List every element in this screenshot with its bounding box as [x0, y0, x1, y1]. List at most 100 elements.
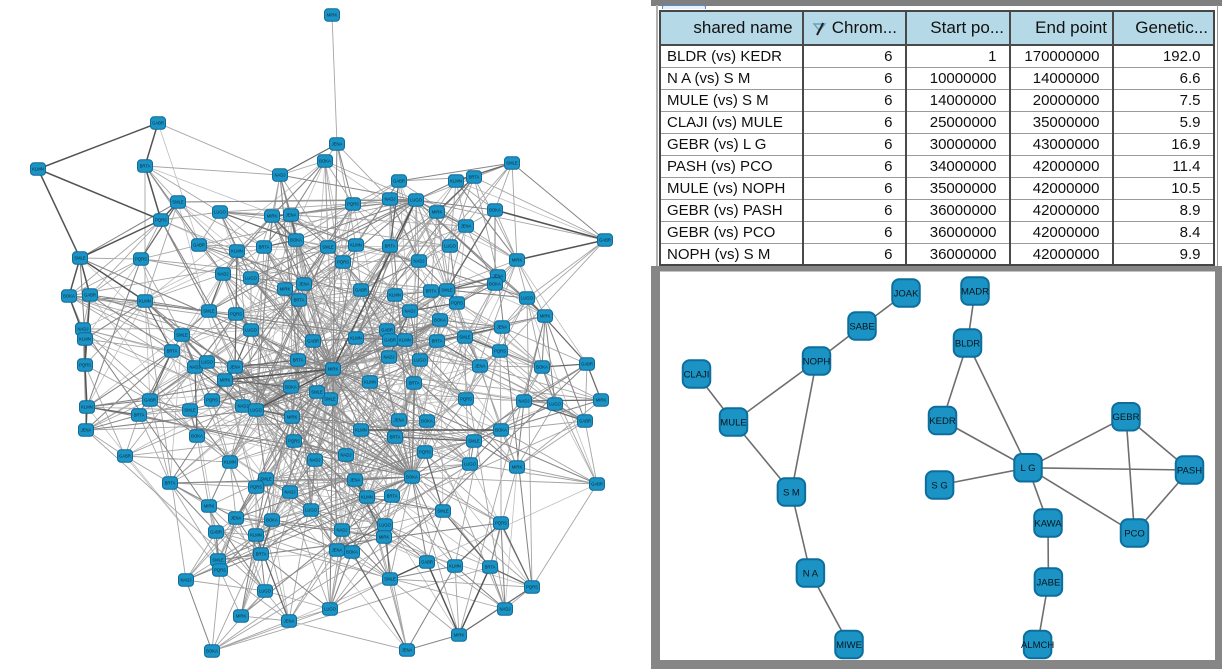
svg-text:GABR: GABR	[193, 243, 205, 248]
svg-text:LUGO: LUGO	[444, 244, 457, 249]
svg-text:PQRS: PQRS	[250, 485, 262, 490]
svg-text:NADJ: NADJ	[500, 607, 511, 612]
svg-text:KLMN: KLMN	[355, 428, 367, 433]
svg-text:SMLE: SMLE	[324, 397, 336, 402]
svg-text:PQRS: PQRS	[495, 521, 507, 526]
svg-text:BRTA: BRTA	[432, 339, 443, 344]
svg-text:N A: N A	[803, 568, 819, 579]
svg-text:SMLE: SMLE	[176, 333, 188, 338]
svg-text:GABR: GABR	[381, 328, 393, 333]
svg-text:BRTA: BRTA	[485, 565, 496, 570]
svg-text:KLMN: KLMN	[361, 495, 373, 500]
svg-text:BOKA: BOKA	[495, 428, 507, 433]
svg-text:SMLE: SMLE	[212, 558, 224, 563]
svg-text:BRTA: BRTA	[140, 164, 151, 169]
svg-text:MIRK: MIRK	[432, 210, 443, 215]
svg-text:PQRS: PQRS	[337, 260, 349, 265]
svg-text:SMLE: SMLE	[322, 245, 334, 250]
svg-text:SMLE: SMLE	[203, 309, 215, 314]
svg-text:PASH: PASH	[1177, 465, 1202, 476]
svg-text:GABR: GABR	[591, 482, 603, 487]
svg-text:BRTA: BRTA	[469, 175, 480, 180]
svg-text:LUGO: LUGO	[549, 402, 562, 407]
svg-text:LUGO: LUGO	[464, 462, 477, 467]
svg-text:GABR: GABR	[144, 398, 156, 403]
svg-text:NADJ: NADJ	[405, 309, 416, 314]
svg-text:MIRK: MIRK	[512, 465, 523, 470]
svg-text:LUGO: LUGO	[201, 360, 214, 365]
svg-text:JENA: JENA	[284, 619, 295, 624]
svg-text:MIRK: MIRK	[379, 535, 390, 540]
svg-text:KLMN: KLMN	[350, 336, 362, 341]
svg-text:NADJ: NADJ	[275, 173, 286, 178]
svg-text:LUGO: LUGO	[414, 358, 427, 363]
svg-text:BOKA: BOKA	[346, 550, 358, 555]
svg-text:SMLE: SMLE	[441, 288, 453, 293]
svg-text:KLMN: KLMN	[250, 533, 262, 538]
svg-text:KEDR: KEDR	[929, 416, 956, 427]
svg-text:JENA: JENA	[493, 274, 504, 279]
svg-text:NADJ: NADJ	[181, 578, 192, 583]
svg-text:BLDR: BLDR	[955, 338, 980, 349]
svg-text:NADJ: NADJ	[218, 272, 229, 277]
svg-text:JENA: JENA	[461, 224, 472, 229]
svg-text:SMLE: SMLE	[506, 161, 518, 166]
svg-text:LUGO: LUGO	[245, 328, 258, 333]
svg-text:PQRS: PQRS	[155, 218, 167, 223]
svg-text:GABR: GABR	[84, 293, 96, 298]
svg-text:LUGO: LUGO	[379, 523, 392, 528]
svg-text:JENA: JENA	[332, 548, 343, 553]
svg-text:NOPH: NOPH	[803, 356, 831, 367]
svg-text:BOKA: BOKA	[406, 475, 418, 480]
svg-text:GABR: GABR	[384, 338, 396, 343]
svg-text:KLMN: KLMN	[449, 564, 461, 569]
svg-text:BOKA: BOKA	[266, 518, 278, 523]
svg-text:GABR: GABR	[421, 560, 433, 565]
svg-text:BRTA: BRTA	[426, 289, 437, 294]
svg-text:KLMN: KLMN	[364, 380, 376, 385]
svg-text:SMLE: SMLE	[184, 408, 196, 413]
svg-text:JENA: JENA	[475, 364, 486, 369]
svg-text:BRTA: BRTA	[259, 245, 270, 250]
svg-text:BOKA: BOKA	[63, 294, 75, 299]
svg-text:BOKA: BOKA	[489, 282, 501, 287]
svg-text:MIRK: MIRK	[540, 314, 551, 319]
svg-text:PQRS: PQRS	[230, 312, 242, 317]
svg-text:JENA: JENA	[231, 516, 242, 521]
svg-text:MIRK: MIRK	[287, 415, 298, 420]
svg-text:BOKA: BOKA	[421, 419, 433, 424]
svg-text:PQRS: PQRS	[494, 349, 506, 354]
svg-text:NADJ: NADJ	[337, 528, 348, 533]
svg-text:BRTA: BRTA	[390, 435, 401, 440]
svg-text:SMLE: SMLE	[311, 390, 323, 395]
svg-text:NADJ: NADJ	[414, 259, 425, 264]
svg-text:GEBR: GEBR	[1113, 412, 1140, 423]
svg-text:NADJ: NADJ	[310, 458, 321, 463]
svg-text:PQRS: PQRS	[460, 397, 472, 402]
svg-text:MIRK: MIRK	[280, 287, 291, 292]
svg-text:JENA: JENA	[350, 478, 361, 483]
svg-text:BOKA: BOKA	[536, 365, 548, 370]
svg-text:KLMN: KLMN	[389, 293, 401, 298]
svg-text:MULE: MULE	[720, 417, 746, 428]
svg-text:SABE: SABE	[849, 321, 874, 332]
svg-text:NADJ: NADJ	[341, 453, 352, 458]
svg-text:BRTA: BRTA	[167, 349, 178, 354]
svg-text:L G: L G	[1021, 463, 1036, 474]
svg-text:MIRK: MIRK	[328, 367, 339, 372]
svg-text:GABR: GABR	[119, 454, 131, 459]
svg-text:PQRS: PQRS	[79, 363, 91, 368]
svg-text:BOKA: BOKA	[489, 208, 501, 213]
svg-text:GABR: GABR	[355, 288, 367, 293]
svg-text:KLMN: KLMN	[350, 243, 362, 248]
svg-text:JENA: JENA	[394, 418, 405, 423]
svg-text:NADJ: NADJ	[519, 399, 530, 404]
svg-text:JENA: JENA	[497, 325, 508, 330]
svg-text:JENA: JENA	[402, 648, 413, 653]
svg-text:MIRK: MIRK	[267, 214, 278, 219]
svg-text:SMLE: SMLE	[468, 439, 480, 444]
svg-text:BRTA: BRTA	[134, 413, 145, 418]
svg-text:KLMN: KLMN	[32, 167, 44, 172]
svg-text:MIRK: MIRK	[454, 633, 465, 638]
svg-text:SMLE: SMLE	[260, 477, 272, 482]
